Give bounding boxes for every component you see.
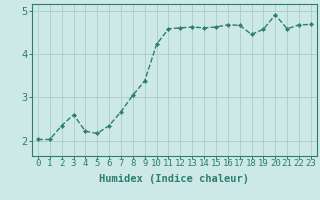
X-axis label: Humidex (Indice chaleur): Humidex (Indice chaleur)	[100, 174, 249, 184]
